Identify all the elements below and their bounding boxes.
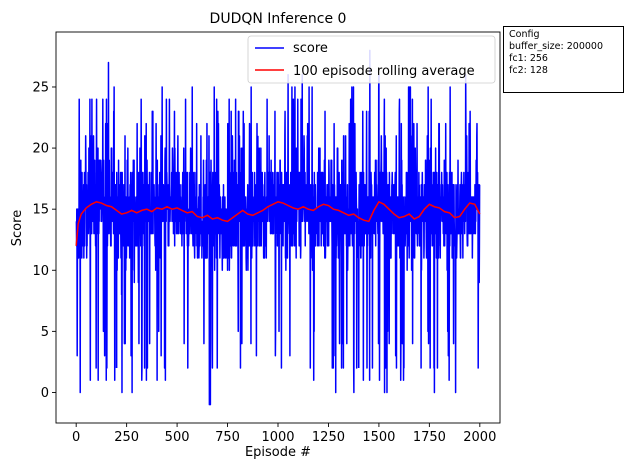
x-axis: 0 250 500 750 1000 1250 1500 1750 2000 — [72, 423, 496, 445]
legend-box — [247, 35, 496, 84]
score-line-segment — [236, 86, 259, 369]
x-tick-label: 250 — [114, 430, 139, 445]
score-line-segment — [357, 49, 380, 381]
x-tick-label: 0 — [72, 430, 80, 445]
score-line-segment — [135, 98, 158, 381]
config-box-border — [503, 26, 624, 93]
plot-area — [55, 31, 501, 424]
x-axis-title: Episode # — [245, 445, 311, 460]
score-line-segment — [297, 74, 320, 381]
x-tick-label: 1750 — [413, 430, 446, 445]
x-tick-label: 1250 — [312, 430, 345, 445]
score-line-segment — [216, 98, 239, 272]
chart-title: DUDQN Inference 0 — [210, 11, 347, 27]
score-line-segment — [115, 135, 138, 394]
y-tick-label: 0 — [41, 386, 49, 401]
score-line-segment — [378, 74, 400, 394]
score-line-segment — [337, 86, 360, 394]
score-line-segment — [438, 86, 461, 394]
y-axis: 0 5 10 15 20 25 — [32, 80, 56, 401]
y-tick-label: 5 — [41, 325, 49, 340]
legend: score 100 episode rolling average — [247, 35, 496, 84]
config-fc1: fc1: 256 — [509, 53, 548, 64]
x-tick-label: 500 — [165, 430, 190, 445]
y-axis-title: Score — [10, 210, 25, 246]
score-line-segment — [458, 74, 481, 369]
y-tick-label: 25 — [32, 80, 49, 95]
x-tick-label: 1000 — [261, 430, 294, 445]
rolling-average-line — [75, 200, 481, 246]
y-tick-label: 15 — [32, 203, 49, 218]
y-tick-label: 10 — [32, 264, 49, 279]
config-fc2: fc2: 128 — [509, 65, 548, 76]
x-tick-label: 1500 — [362, 430, 395, 445]
score-line-segment — [95, 61, 118, 381]
score-line-segment — [257, 98, 279, 357]
x-tick-label: 750 — [215, 430, 240, 445]
x-tick-label: 2000 — [463, 430, 496, 445]
score-line-segment — [398, 86, 421, 381]
score-line-segment — [317, 110, 340, 394]
config-box: Config buffer_size: 200000 fc1: 256 fc2:… — [503, 26, 624, 93]
config-title: Config — [509, 29, 539, 40]
legend-label-rolling-average: 100 episode rolling average — [293, 64, 475, 79]
score-line-segment — [196, 86, 219, 406]
score-line-segment — [418, 86, 441, 394]
legend-label-score: score — [293, 41, 328, 56]
y-tick-label: 20 — [32, 142, 49, 157]
config-buffer-size: buffer_size: 200000 — [509, 41, 603, 52]
